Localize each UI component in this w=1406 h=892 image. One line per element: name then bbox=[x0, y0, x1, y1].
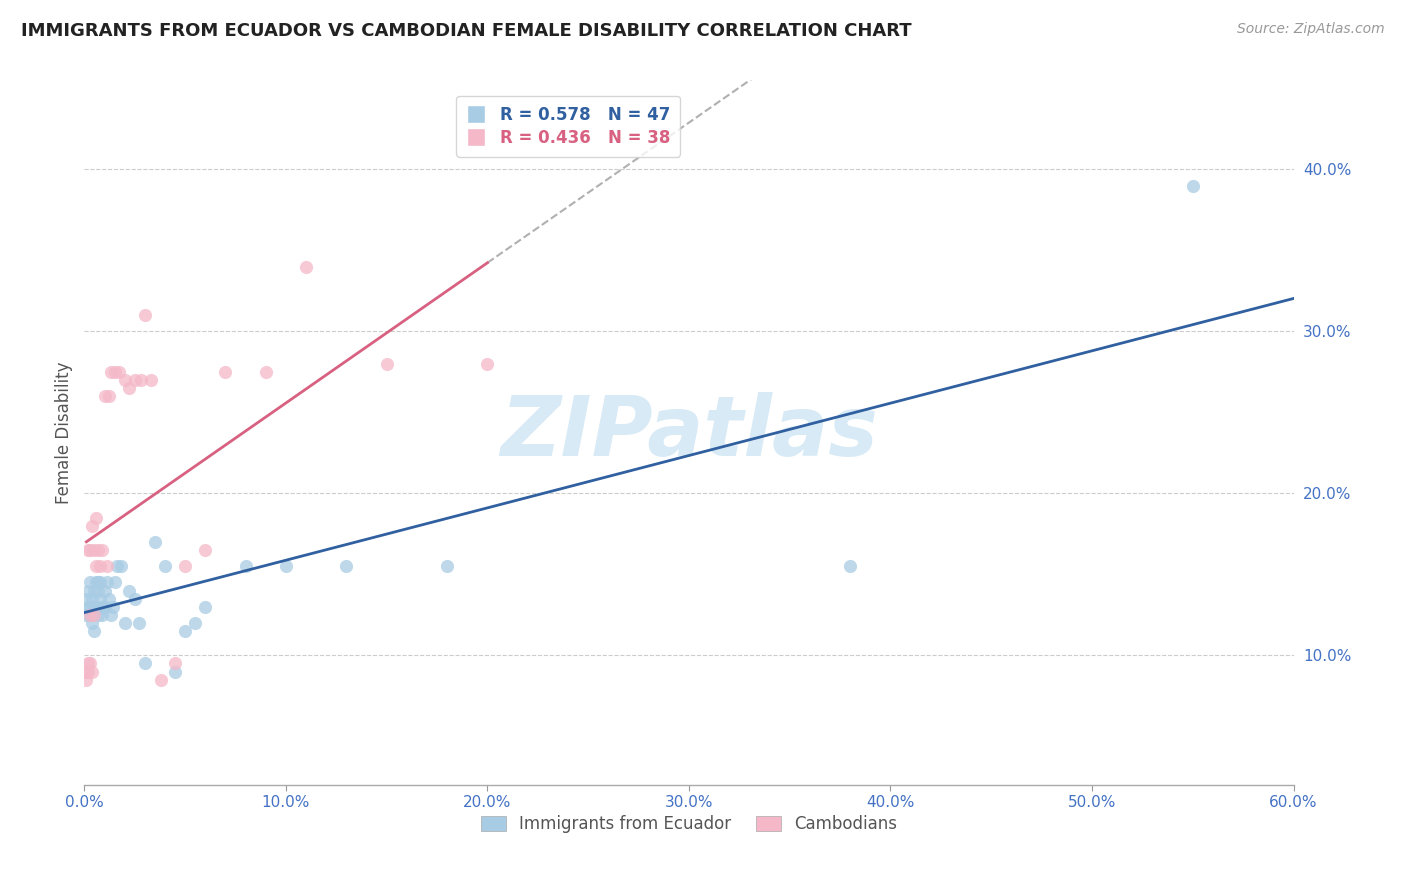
Point bbox=[174, 624, 197, 638]
Point bbox=[75, 607, 97, 622]
Point bbox=[153, 559, 176, 574]
Text: IMMIGRANTS FROM ECUADOR VS CAMBODIAN FEMALE DISABILITY CORRELATION CHART: IMMIGRANTS FROM ECUADOR VS CAMBODIAN FEM… bbox=[21, 22, 911, 40]
Point bbox=[86, 599, 108, 614]
Point bbox=[79, 575, 101, 590]
Point bbox=[87, 583, 110, 598]
Point bbox=[100, 365, 122, 379]
Point bbox=[194, 543, 217, 558]
Point bbox=[87, 607, 110, 622]
Point bbox=[104, 575, 127, 590]
Point bbox=[87, 543, 110, 558]
Point bbox=[165, 665, 187, 679]
Point bbox=[83, 543, 105, 558]
Point bbox=[105, 559, 128, 574]
Point bbox=[97, 591, 120, 606]
Y-axis label: Female Disability: Female Disability bbox=[55, 361, 73, 504]
Point bbox=[149, 673, 172, 687]
Point bbox=[97, 389, 120, 403]
Point bbox=[129, 373, 152, 387]
Point bbox=[79, 599, 101, 614]
Point bbox=[274, 559, 297, 574]
Point bbox=[254, 365, 277, 379]
Point bbox=[110, 559, 132, 574]
Text: Source: ZipAtlas.com: Source: ZipAtlas.com bbox=[1237, 22, 1385, 37]
Point bbox=[75, 665, 97, 679]
Point bbox=[124, 591, 146, 606]
Point bbox=[83, 607, 105, 622]
Text: ZIPatlas: ZIPatlas bbox=[501, 392, 877, 473]
Point bbox=[82, 615, 104, 630]
Point bbox=[165, 657, 187, 671]
Point bbox=[82, 665, 104, 679]
Point bbox=[75, 673, 97, 687]
Point bbox=[93, 389, 115, 403]
Point bbox=[93, 599, 115, 614]
Point bbox=[93, 583, 115, 598]
Point bbox=[174, 559, 197, 574]
Point bbox=[77, 599, 100, 614]
Point bbox=[79, 657, 101, 671]
Point bbox=[114, 615, 136, 630]
Point bbox=[139, 373, 162, 387]
Point bbox=[91, 543, 114, 558]
Point bbox=[118, 583, 141, 598]
Point bbox=[89, 575, 111, 590]
Point bbox=[214, 365, 236, 379]
Point bbox=[194, 599, 217, 614]
Point bbox=[91, 607, 114, 622]
Legend: Immigrants from Ecuador, Cambodians: Immigrants from Ecuador, Cambodians bbox=[474, 809, 904, 840]
Point bbox=[839, 559, 862, 574]
Point bbox=[77, 657, 100, 671]
Point bbox=[91, 599, 114, 614]
Point bbox=[375, 357, 398, 371]
Point bbox=[77, 583, 100, 598]
Point bbox=[114, 373, 136, 387]
Point bbox=[77, 543, 100, 558]
Point bbox=[75, 591, 97, 606]
Point bbox=[77, 665, 100, 679]
Point bbox=[83, 624, 105, 638]
Point bbox=[436, 559, 458, 574]
Point bbox=[107, 365, 129, 379]
Point bbox=[184, 615, 207, 630]
Point bbox=[118, 381, 141, 395]
Point bbox=[134, 308, 156, 322]
Point bbox=[101, 599, 124, 614]
Point bbox=[96, 575, 118, 590]
Point bbox=[235, 559, 257, 574]
Point bbox=[96, 559, 118, 574]
Point bbox=[89, 559, 111, 574]
Point bbox=[79, 607, 101, 622]
Point bbox=[1181, 178, 1204, 193]
Point bbox=[89, 591, 111, 606]
Point bbox=[87, 575, 110, 590]
Point bbox=[79, 543, 101, 558]
Point bbox=[335, 559, 357, 574]
Point bbox=[86, 510, 108, 524]
Point bbox=[104, 365, 127, 379]
Point bbox=[82, 518, 104, 533]
Point bbox=[83, 599, 105, 614]
Point bbox=[124, 373, 146, 387]
Point bbox=[128, 615, 150, 630]
Point bbox=[295, 260, 318, 274]
Point bbox=[86, 575, 108, 590]
Point bbox=[86, 559, 108, 574]
Point bbox=[79, 607, 101, 622]
Point bbox=[83, 583, 105, 598]
Point bbox=[134, 657, 156, 671]
Point bbox=[82, 591, 104, 606]
Point bbox=[477, 357, 499, 371]
Point bbox=[143, 535, 166, 549]
Point bbox=[100, 607, 122, 622]
